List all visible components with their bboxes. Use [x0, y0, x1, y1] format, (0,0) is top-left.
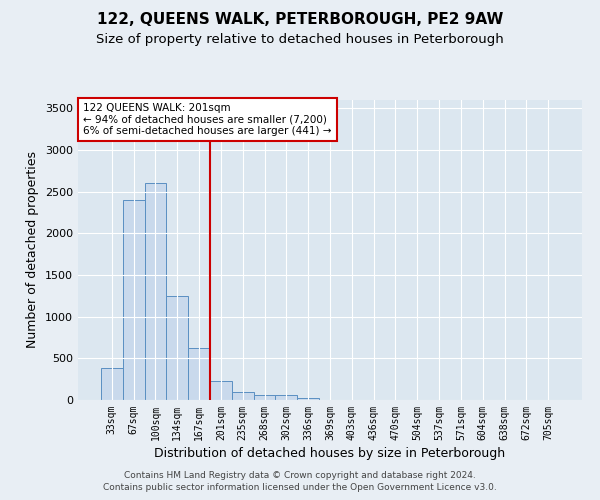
- Bar: [254, 394, 275, 400]
- Text: 122 QUEENS WALK: 201sqm
← 94% of detached houses are smaller (7,200)
6% of semi-: 122 QUEENS WALK: 201sqm ← 94% of detache…: [83, 103, 332, 136]
- Bar: [210, 381, 232, 400]
- Bar: [297, 398, 319, 400]
- Bar: [275, 396, 297, 400]
- X-axis label: Distribution of detached houses by size in Peterborough: Distribution of detached houses by size …: [154, 447, 506, 460]
- Bar: [101, 368, 123, 400]
- Text: Contains HM Land Registry data © Crown copyright and database right 2024.: Contains HM Land Registry data © Crown c…: [124, 470, 476, 480]
- Bar: [166, 296, 188, 400]
- Text: Contains public sector information licensed under the Open Government Licence v3: Contains public sector information licen…: [103, 483, 497, 492]
- Bar: [123, 200, 145, 400]
- Bar: [145, 184, 166, 400]
- Bar: [232, 392, 254, 400]
- Bar: [188, 348, 210, 400]
- Text: Size of property relative to detached houses in Peterborough: Size of property relative to detached ho…: [96, 32, 504, 46]
- Text: 122, QUEENS WALK, PETERBOROUGH, PE2 9AW: 122, QUEENS WALK, PETERBOROUGH, PE2 9AW: [97, 12, 503, 28]
- Y-axis label: Number of detached properties: Number of detached properties: [26, 152, 40, 348]
